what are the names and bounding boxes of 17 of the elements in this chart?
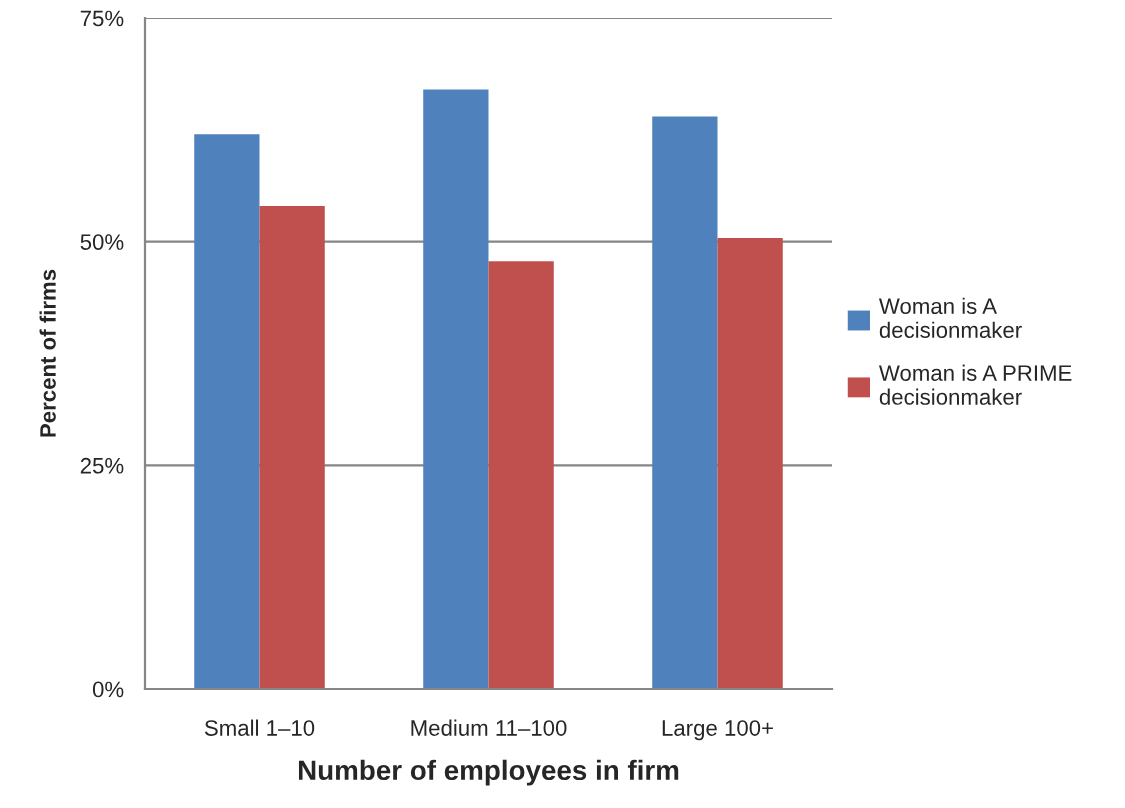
legend-label: Woman is A decisionmaker [878,297,1022,338]
bar [194,134,260,689]
legend-label: Woman is A PRIME decisionmaker [878,364,1072,405]
bar [652,116,718,689]
y-axis-title: Percent of firms [39,269,56,437]
x-tick-label: Medium 11–100 [411,719,567,736]
y-tick-label: 0% [92,681,124,698]
x-axis-title: Number of employees in firm [298,759,679,786]
y-tick-label: 75% [80,10,124,27]
bar [717,238,783,689]
x-tick-label: Large 100+ [662,720,773,741]
bar [488,261,554,689]
y-tick-label: 50% [80,234,124,250]
y-tick-label: 25% [80,457,124,474]
x-tick-label: Small 1–10 [204,719,315,736]
bar [259,205,325,689]
bar [423,89,489,689]
